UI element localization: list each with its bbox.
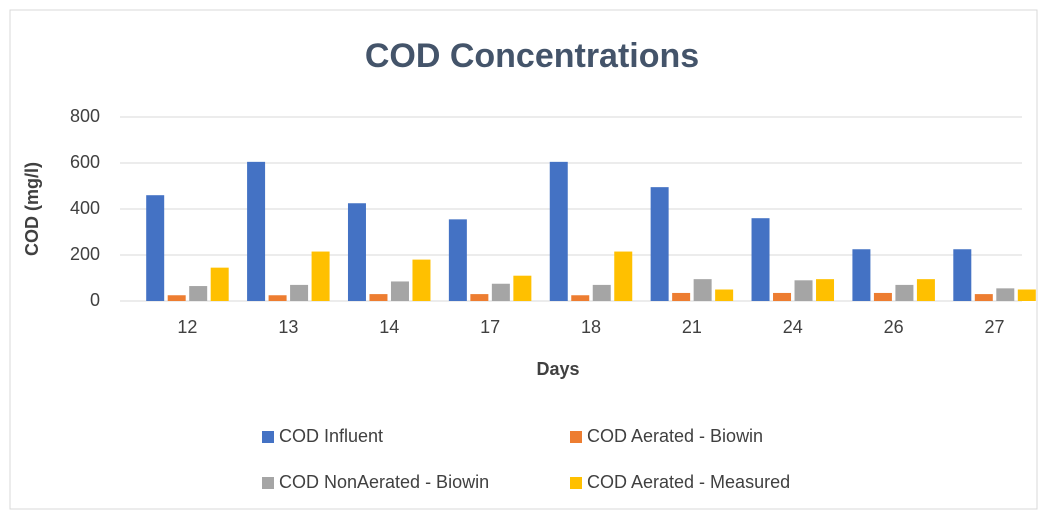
x-axis-label: Days (536, 359, 579, 379)
bar (873, 292, 892, 301)
x-tick-label: 17 (480, 317, 500, 337)
x-tick-label: 26 (884, 317, 904, 337)
bar (895, 284, 914, 301)
bar (715, 289, 734, 301)
y-tick-label: 400 (70, 198, 100, 218)
x-tick-label: 12 (177, 317, 197, 337)
bar (953, 249, 972, 301)
bar (996, 288, 1015, 301)
bar (513, 275, 532, 301)
bar (347, 203, 366, 301)
bar (412, 259, 431, 301)
bar (146, 195, 165, 301)
x-tick-label: 14 (379, 317, 399, 337)
bar (549, 161, 568, 301)
legend-swatch (262, 477, 274, 489)
legend-label: COD Aerated - Measured (587, 472, 790, 492)
bar (650, 187, 669, 301)
y-tick-label: 800 (70, 106, 100, 126)
bar (816, 279, 835, 301)
x-tick-label: 27 (985, 317, 1005, 337)
bar (1017, 289, 1036, 301)
y-axis-label: COD (mg/l) (22, 162, 42, 256)
bar (369, 294, 388, 301)
legend-swatch (570, 431, 582, 443)
bar (614, 251, 633, 301)
bar (390, 281, 409, 301)
x-tick-label: 13 (278, 317, 298, 337)
chart-title: COD Concentrations (365, 37, 699, 75)
legend-label: COD Aerated - Biowin (587, 426, 763, 446)
bar (290, 284, 309, 301)
bar (672, 292, 691, 301)
bar (592, 284, 611, 301)
bar (247, 161, 266, 301)
legend-swatch (262, 431, 274, 443)
bar (189, 286, 208, 301)
bar (311, 251, 330, 301)
legend-label: COD NonAerated - Biowin (279, 472, 489, 492)
y-tick-label: 0 (90, 290, 100, 310)
bar (210, 267, 229, 301)
y-tick-label: 200 (70, 244, 100, 264)
bar (773, 292, 792, 301)
bar (974, 294, 993, 301)
bar (916, 279, 935, 301)
bar (470, 294, 489, 301)
bar (794, 280, 813, 301)
legend-label: COD Influent (279, 426, 383, 446)
x-tick-label: 18 (581, 317, 601, 337)
legend-swatch (570, 477, 582, 489)
bar (571, 295, 590, 301)
bar (268, 295, 287, 301)
y-tick-label: 600 (70, 152, 100, 172)
x-tick-label: 24 (783, 317, 803, 337)
bar (167, 295, 186, 301)
bar (751, 218, 770, 301)
bar (448, 219, 467, 301)
bar (693, 279, 712, 301)
x-tick-label: 21 (682, 317, 702, 337)
bar (852, 249, 871, 301)
bar (491, 283, 510, 301)
